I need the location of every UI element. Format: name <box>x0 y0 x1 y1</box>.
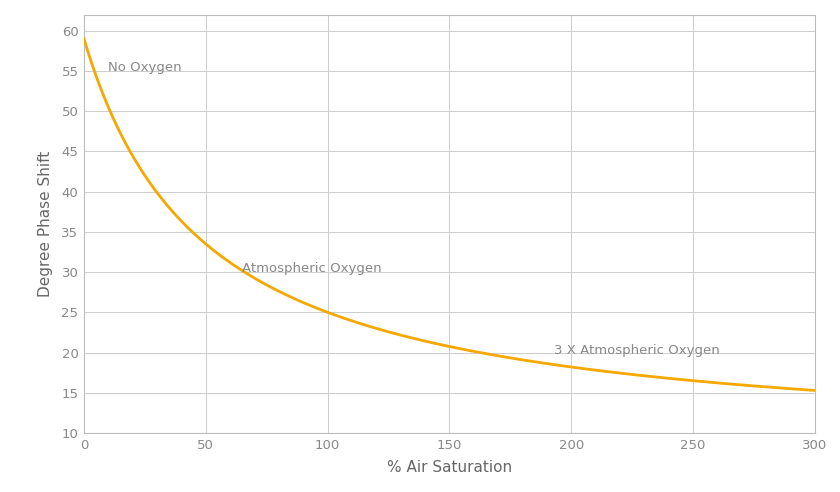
Text: No Oxygen: No Oxygen <box>108 61 182 73</box>
Text: 3 X Atmospheric Oxygen: 3 X Atmospheric Oxygen <box>554 343 720 357</box>
Text: Atmospheric Oxygen: Atmospheric Oxygen <box>243 262 382 275</box>
Y-axis label: Degree Phase Shift: Degree Phase Shift <box>38 151 53 297</box>
X-axis label: % Air Saturation: % Air Saturation <box>387 460 512 475</box>
